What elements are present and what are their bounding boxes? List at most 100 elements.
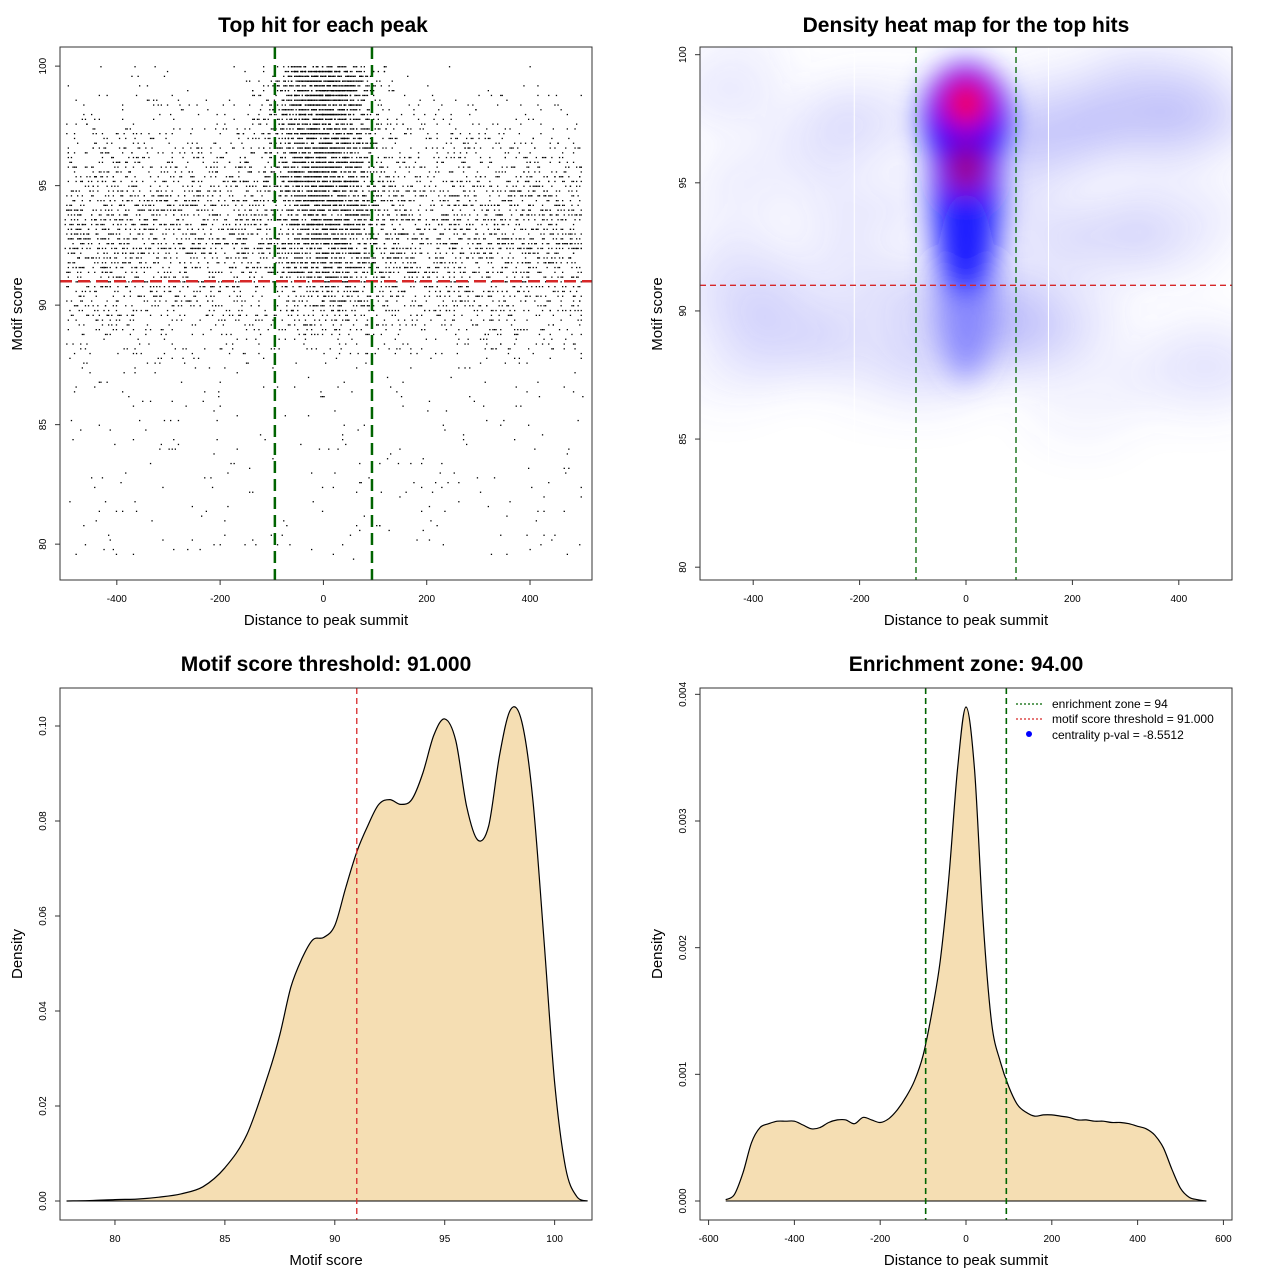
scatter-point	[458, 295, 460, 297]
scatter-point	[329, 200, 331, 202]
scatter-point	[365, 94, 367, 97]
scatter-point	[360, 66, 362, 68]
scatter-point	[196, 247, 198, 250]
scatter-point	[179, 223, 181, 226]
scatter-point	[166, 209, 169, 211]
scatter-point	[345, 281, 347, 283]
scatter-point	[405, 209, 407, 211]
scatter-point	[373, 190, 375, 192]
scatter-point	[421, 486, 423, 489]
scatter-point	[300, 70, 302, 73]
scatter-point	[283, 266, 285, 269]
scatter-point	[131, 271, 133, 273]
scatter-point	[436, 133, 438, 135]
scatter-point	[495, 214, 497, 216]
scatter-point	[295, 195, 297, 197]
scatter-point	[438, 238, 440, 240]
scatter-point	[297, 137, 299, 140]
scatter-point	[338, 329, 341, 331]
scatter-point	[80, 176, 82, 178]
scatter-point	[67, 262, 69, 264]
scatter-point	[366, 156, 369, 159]
scatter-point	[459, 185, 462, 187]
scatter-point	[100, 223, 102, 226]
scatter-point	[411, 266, 413, 269]
scatter-point	[473, 252, 475, 254]
scatter-point	[303, 343, 305, 345]
scatter-point	[346, 276, 348, 278]
scatter-point	[233, 262, 235, 264]
scatter-point	[269, 133, 271, 135]
scatter-point	[462, 161, 465, 163]
scatter-point	[255, 314, 257, 316]
scatter-point	[75, 228, 77, 230]
scatter-point	[210, 152, 212, 154]
scatter-point	[458, 290, 460, 293]
scatter-point	[359, 137, 361, 140]
scatter-point	[453, 281, 455, 283]
scatter-point	[129, 228, 131, 230]
scatter-point	[221, 333, 223, 336]
scatter-point	[142, 156, 144, 159]
scatter-point	[487, 290, 489, 293]
scatter-point	[281, 190, 283, 192]
scatter-point	[328, 209, 330, 211]
scatter-point	[359, 156, 361, 159]
scatter-point	[321, 333, 324, 336]
scatter-point	[139, 214, 141, 216]
scatter-point	[278, 166, 280, 168]
scatter-point	[428, 505, 431, 508]
scatter-point	[309, 286, 311, 288]
scatter-point	[263, 243, 265, 245]
scatter-point	[328, 90, 330, 92]
scatter-point	[139, 85, 141, 87]
scatter-point	[241, 166, 243, 168]
scatter-point	[261, 276, 263, 278]
scatter-point	[362, 94, 364, 97]
scatter-point	[238, 314, 240, 316]
scatter-point	[385, 324, 387, 326]
scatter-point	[351, 338, 353, 340]
scatter-point	[348, 180, 350, 183]
scatter-point	[411, 238, 413, 240]
scatter-point	[159, 286, 161, 288]
scatter-point	[441, 324, 443, 326]
scatter-point	[453, 233, 455, 235]
scatter-point	[135, 309, 138, 312]
scatter-point	[335, 262, 338, 264]
scatter-point	[338, 104, 341, 106]
scatter-point	[92, 305, 94, 307]
scatter-point	[86, 176, 88, 178]
scatter-point	[160, 190, 162, 192]
scatter-point	[215, 214, 217, 216]
scatter-point	[191, 266, 193, 269]
scatter-point	[363, 271, 365, 273]
scatter-point	[197, 180, 200, 183]
scatter-point	[354, 314, 356, 316]
scatter-point	[314, 319, 316, 321]
scatter-point	[540, 544, 542, 546]
scatter-point	[146, 281, 149, 283]
scatter-point	[413, 166, 415, 168]
scatter-point	[173, 439, 175, 441]
scatter-point	[430, 319, 432, 321]
scatter-point	[100, 66, 102, 68]
scatter-point	[270, 243, 272, 245]
scatter-point	[159, 295, 161, 297]
scatter-point	[554, 147, 556, 149]
scatter-point	[180, 209, 183, 211]
scatter-point	[232, 243, 234, 245]
scatter-point	[114, 252, 116, 254]
scatter-point	[156, 99, 158, 101]
scatter-point	[472, 185, 474, 187]
scatter-point	[348, 85, 350, 87]
scatter-point	[528, 247, 530, 250]
scatter-point	[410, 262, 412, 264]
scatter-point	[363, 219, 365, 221]
scatter-point	[165, 180, 167, 183]
scatter-point	[238, 200, 240, 202]
scatter-point	[304, 219, 307, 221]
scatter-point	[227, 180, 229, 183]
scatter-point	[211, 214, 214, 216]
scatter-point	[216, 161, 218, 163]
